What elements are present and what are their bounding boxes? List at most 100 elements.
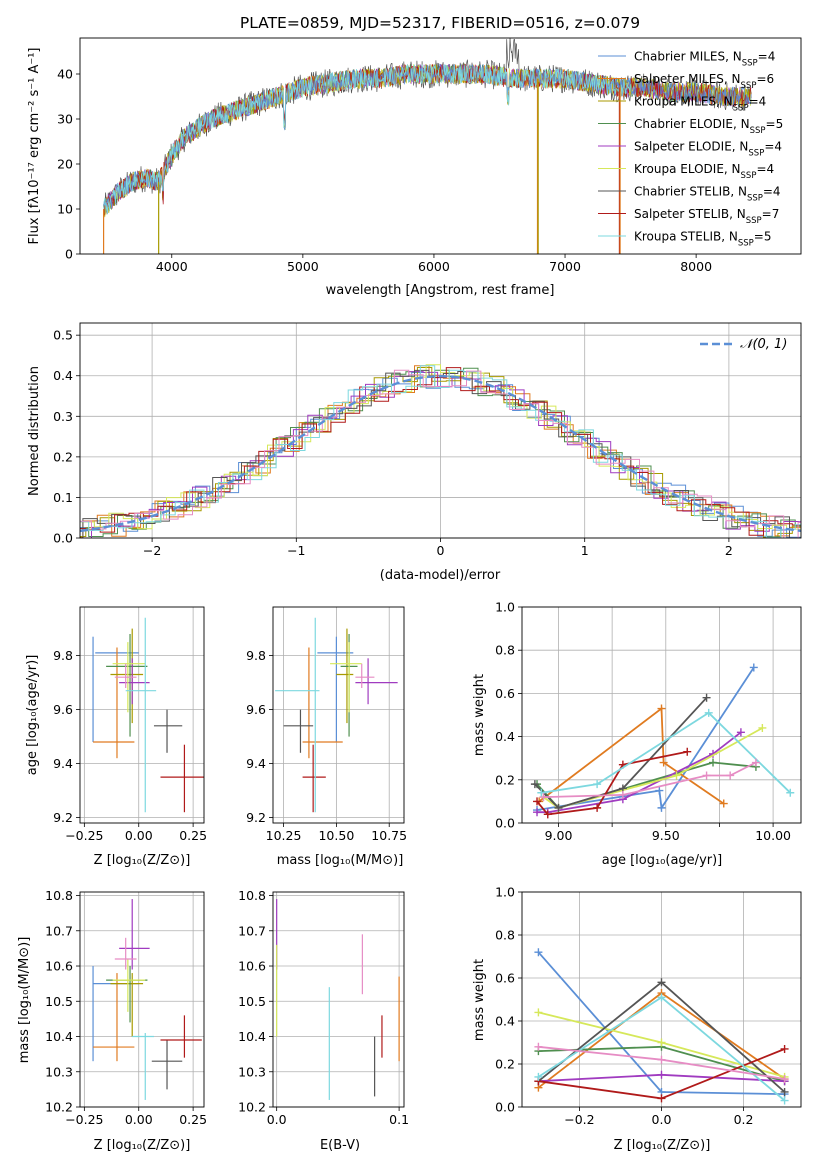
normal-curve (79, 374, 802, 533)
spectrum-title: PLATE=0859, MJD=52317, FIBERID=0516, z=0… (240, 14, 640, 32)
y-tick-label: 0.0 (495, 1100, 515, 1115)
y-tick-label: 9.4 (53, 756, 73, 771)
x-tick-label: 0.0 (652, 1112, 672, 1127)
y-tick-label: 9.6 (246, 702, 266, 717)
weight-marker (758, 723, 767, 732)
weight-marker (683, 747, 692, 756)
weight-marker (736, 728, 745, 737)
legend-label: Kroupa MILES, NSSP=4 (634, 95, 766, 114)
y-tick-label: 0.1 (53, 490, 73, 505)
weight-line (541, 711, 791, 794)
weight-marker (780, 1096, 789, 1105)
age_vs_mass-frame (272, 606, 405, 824)
x-tick-label: 1 (581, 543, 589, 558)
histogram-series (80, 367, 801, 538)
y-tick-label: 1.0 (495, 600, 515, 615)
y-tick-label: 10.4 (45, 1029, 73, 1044)
weight-marker (704, 708, 713, 717)
x-axis-label: E(B-V) (320, 1138, 360, 1153)
y-tick-label: 10.3 (45, 1064, 73, 1079)
y-tick-label: 30 (57, 112, 73, 127)
y-tick-label: 9.2 (53, 810, 73, 825)
y-tick-label: 0.4 (53, 368, 73, 383)
y-tick-label: 0.2 (53, 449, 73, 464)
x-tick-label: 10.50 (318, 828, 354, 843)
weight-marker (659, 758, 668, 767)
y-tick-label: 10.2 (238, 1100, 266, 1115)
mass_vs_Z-axes: −0.25 0.00 0.25 10.2 10.3 10.4 10.5 10.6 10.7 10.… (45, 888, 207, 1127)
weight-marker (719, 799, 728, 808)
weight-marker (534, 948, 543, 957)
age_vs_mass-axes: 10.25 10.50 10.75 9.2 9.4 9.6 9.8 (246, 607, 407, 843)
legend-label: Kroupa STELIB, NSSP=5 (634, 230, 772, 249)
x-tick-label: 6000 (418, 259, 450, 274)
weight-marker (657, 993, 666, 1002)
x-tick-label: 0 (437, 543, 445, 558)
weight-marker (702, 693, 711, 702)
y-tick-label: 9.4 (246, 756, 266, 771)
y-tick-label: 10.8 (238, 888, 266, 903)
y-tick-label: 0.2 (495, 1057, 515, 1072)
weight-marker (726, 771, 735, 780)
weight-marker (534, 1042, 543, 1051)
y-tick-label: 0 (65, 247, 73, 262)
x-tick-label: 0.00 (125, 828, 153, 843)
x-tick-label: 5000 (287, 259, 319, 274)
x-tick-label: 9.00 (545, 828, 573, 843)
x-tick-label: 9.50 (652, 828, 680, 843)
mass_vs_EBV-axes: 0.0 0.1 10.2 10.3 10.4 10.5 10.6 10.7 10.8 (238, 888, 409, 1127)
x-axis-label: age [log₁₀(age/yr)] (602, 853, 723, 868)
weight-marker (657, 803, 666, 812)
mass_vs_EBV-frame (272, 891, 405, 1108)
x-tick-label: −0.25 (65, 828, 103, 843)
y-axis-label: age [log₁₀(age/yr)] (25, 655, 40, 776)
weight-marker (554, 803, 563, 812)
y-tick-label: 10.6 (45, 959, 73, 974)
histogram-series (80, 371, 801, 538)
spectrum-frame (79, 37, 802, 255)
spectrum-line-kroupa-stelib (103, 64, 631, 218)
weight-marker (543, 810, 552, 819)
weight-marker (657, 1094, 666, 1103)
y-tick-label: 0.8 (495, 643, 515, 658)
legend-label: Salpeter ELODIE, NSSP=4 (634, 140, 782, 159)
legend-label: Chabrier ELODIE, NSSP=5 (634, 117, 783, 136)
weight-line (538, 706, 725, 805)
histogram-series (80, 365, 801, 538)
x-axis-label: wavelength [Angstrom, rest frame] (326, 283, 555, 298)
y-axis-label: mass weight (472, 959, 487, 1041)
weight-marker (786, 788, 795, 797)
x-tick-label: −0.2 (564, 1112, 594, 1127)
x-tick-label: 0.0 (267, 1112, 287, 1127)
weight-marker (657, 978, 666, 987)
residuals-axes: −2 −1 0 1 2 0.0 0.1 0.2 0.3 0.4 0.5 (53, 323, 801, 558)
y-tick-label: 10.6 (238, 959, 266, 974)
x-tick-label: 8000 (680, 259, 712, 274)
x-axis-label: mass [log₁₀(M/M⊙)] (277, 853, 404, 868)
weight-marker (534, 1072, 543, 1081)
weight-marker (618, 790, 627, 799)
x-tick-label: 10.75 (371, 828, 407, 843)
legend-label: Salpeter STELIB, NSSP=7 (634, 207, 779, 226)
y-tick-label: 0.2 (495, 772, 515, 787)
x-tick-label: 10.00 (755, 828, 791, 843)
age_vs_Z-frame (79, 606, 205, 824)
weight-marker (657, 1038, 666, 1047)
weight-line (542, 727, 763, 809)
y-tick-label: 0.6 (495, 971, 515, 986)
weight-marker (749, 663, 758, 672)
y-tick-label: 0.6 (495, 686, 515, 701)
legend-label: Kroupa ELODIE, NSSP=4 (634, 162, 774, 181)
y-axis-label: mass [log₁₀(M/M⊙)] (17, 937, 32, 1064)
legend-label: Salpeter MILES, NSSP=6 (634, 72, 774, 91)
y-tick-label: 0.0 (53, 531, 73, 546)
y-tick-label: 10 (57, 202, 73, 217)
weight-marker (657, 1070, 666, 1079)
weight-line (536, 667, 755, 811)
y-tick-label: 0.4 (495, 1014, 515, 1029)
weight-marker (672, 771, 681, 780)
y-tick-label: 20 (57, 157, 73, 172)
weight-marker (657, 1055, 666, 1064)
y-tick-label: 9.8 (53, 648, 73, 663)
x-tick-label: −2 (143, 543, 161, 558)
